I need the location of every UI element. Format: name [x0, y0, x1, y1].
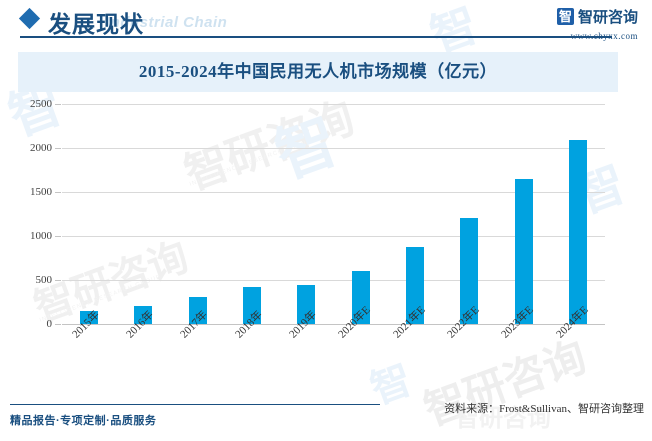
y-gridline: [62, 104, 605, 105]
y-axis-label: 2000: [30, 142, 52, 154]
page-title: 发展现状: [48, 12, 144, 37]
y-axis-tick: [55, 148, 61, 149]
bar: [460, 218, 479, 324]
bar: [405, 247, 424, 324]
bar: [243, 286, 262, 324]
chart-plot-area: 0 500 1000 1500 2000 2500 2015年 2016年 2017年 2018年…: [30, 98, 605, 341]
brand-logo-icon: 智: [556, 8, 574, 25]
header-divider: [20, 36, 612, 38]
chart-title-band: [18, 52, 618, 92]
header-subtitle: Industrial Chain: [106, 14, 228, 31]
bar: [188, 297, 207, 324]
y-axis-tick: [55, 324, 61, 325]
y-axis-tick: [55, 104, 61, 105]
y-axis-label: 500: [35, 274, 53, 286]
page-header: Industrial Chain 发展现状 智 智研咨询 www.chyxx.c…: [0, 0, 652, 43]
y-gridline: [62, 148, 605, 149]
y-gridline: [62, 236, 605, 237]
bar: [514, 178, 533, 324]
y-axis-tick: [55, 236, 61, 237]
brand-block: 智 智研咨询 www.chyxx.com: [556, 6, 638, 41]
y-gridline: [62, 324, 605, 325]
brand-name: 智研咨询: [577, 9, 638, 26]
bar: [134, 306, 153, 324]
y-axis-label: 2500: [30, 98, 52, 110]
y-gridline: [62, 192, 605, 193]
y-axis-label: 1500: [30, 186, 52, 198]
footer-slogan: 精品报告·专项定制·品质服务: [10, 415, 157, 427]
y-axis-tick: [55, 280, 61, 281]
y-axis-tick: [55, 192, 61, 193]
bar: [297, 284, 316, 324]
diamond-icon: [18, 7, 41, 30]
bar: [568, 140, 587, 324]
chart-source-note: 资料来源：Frost&Sullivan、智研咨询整理: [444, 403, 644, 415]
bar: [351, 270, 370, 324]
footer-divider: [10, 404, 380, 405]
bar: [80, 310, 99, 324]
y-axis-label: 0: [46, 318, 53, 330]
chart-title: 2015-2024年中国民用无人机市场规模（亿元）: [138, 62, 498, 81]
chart-card: 2015-2024年中国民用无人机市场规模（亿元） 0 500 1000 1500 20…: [0, 43, 652, 398]
brand-url: www.chyxx.com: [570, 31, 638, 41]
y-axis-label: 1000: [30, 230, 52, 242]
y-gridline: [62, 280, 605, 281]
